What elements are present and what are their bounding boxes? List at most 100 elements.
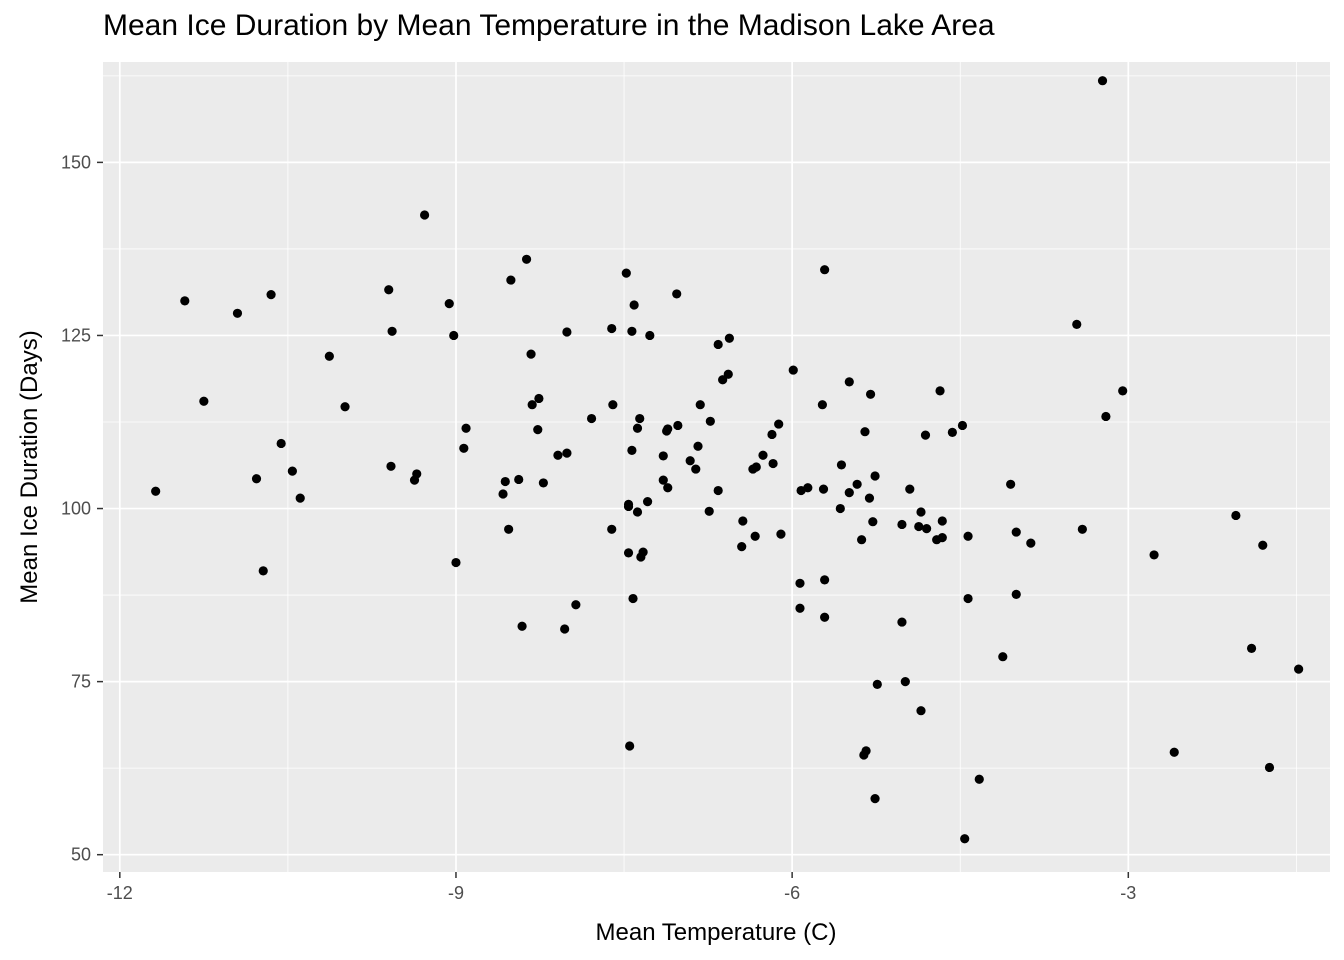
data-point <box>608 400 618 410</box>
data-point <box>803 483 813 493</box>
y-tick-label: 125 <box>61 325 91 345</box>
data-point <box>419 210 430 220</box>
data-point <box>718 375 728 385</box>
data-point <box>1246 643 1257 653</box>
data-point <box>632 507 643 517</box>
data-point <box>459 443 469 453</box>
data-point <box>691 464 701 474</box>
data-point <box>947 427 957 437</box>
data-point <box>860 427 870 437</box>
data-point <box>1101 411 1111 422</box>
data-point <box>623 501 634 512</box>
data-point <box>386 461 396 471</box>
data-point <box>998 652 1008 662</box>
data-point <box>820 265 830 275</box>
data-point <box>461 423 471 433</box>
data-point <box>861 746 871 756</box>
data-point <box>963 531 973 541</box>
data-point <box>1026 538 1036 548</box>
data-point <box>897 617 907 627</box>
data-point <box>517 621 527 631</box>
data-point <box>900 677 910 687</box>
data-point <box>586 413 597 424</box>
data-point <box>635 413 645 424</box>
x-axis-title: Mean Temperature (C) <box>596 919 837 946</box>
data-point <box>642 497 653 507</box>
data-point <box>957 420 968 431</box>
x-tick-label: -6 <box>784 883 800 903</box>
data-point <box>818 484 829 494</box>
data-point <box>627 326 637 336</box>
y-tick-label: 150 <box>61 152 91 172</box>
data-point <box>795 578 805 588</box>
data-point <box>713 485 723 496</box>
data-point <box>737 542 747 552</box>
data-point <box>844 488 854 498</box>
data-point <box>920 430 931 440</box>
data-point <box>963 593 973 604</box>
data-point <box>663 424 673 434</box>
data-point <box>1231 510 1241 521</box>
data-point <box>553 450 563 460</box>
data-point <box>974 774 984 784</box>
data-point <box>750 531 760 541</box>
y-tick-label: 75 <box>71 672 91 692</box>
data-point <box>504 524 514 534</box>
data-point <box>498 489 508 499</box>
data-point <box>180 296 190 306</box>
grid-lines <box>103 62 1330 872</box>
data-point <box>820 612 830 622</box>
data-point <box>916 507 926 517</box>
data-point <box>835 503 845 514</box>
chart-title: Mean Ice Duration by Mean Temperature in… <box>103 9 995 42</box>
data-point <box>527 400 537 410</box>
data-point <box>663 483 673 493</box>
data-point <box>864 493 875 503</box>
data-point <box>768 458 778 469</box>
data-point <box>852 479 862 489</box>
data-point <box>916 706 926 716</box>
data-point <box>872 679 882 689</box>
data-point <box>693 441 703 451</box>
data-point <box>623 548 634 558</box>
data-point <box>960 834 970 844</box>
data-point <box>870 471 880 481</box>
data-point <box>251 474 262 484</box>
data-point <box>632 423 643 433</box>
data-point <box>538 478 548 488</box>
data-point <box>607 524 617 534</box>
axes: -12 -9 -6 -3 50 75 100 125 150 <box>61 152 1136 903</box>
data-point <box>905 484 915 494</box>
data-point <box>387 326 397 336</box>
data-point <box>526 349 536 359</box>
data-point <box>658 451 668 461</box>
data-point <box>836 460 847 470</box>
data-point <box>276 438 286 449</box>
data-point <box>658 475 668 485</box>
data-points <box>151 76 1304 844</box>
data-point <box>817 400 827 410</box>
x-tick-label: -9 <box>448 883 464 903</box>
data-point <box>560 624 570 634</box>
data-point <box>384 285 394 295</box>
data-point <box>1169 747 1179 757</box>
data-point <box>672 289 682 299</box>
data-point <box>795 603 805 613</box>
y-tick-label: 100 <box>61 499 91 519</box>
x-tick-label: -3 <box>1120 883 1136 903</box>
data-point <box>870 794 880 804</box>
data-point <box>1097 76 1108 86</box>
data-point <box>562 327 572 337</box>
data-point <box>258 566 268 576</box>
data-point <box>295 493 305 503</box>
data-point <box>638 547 648 557</box>
data-point <box>1294 664 1304 674</box>
data-point <box>607 323 617 334</box>
plot-panel <box>103 62 1330 872</box>
data-point <box>232 308 243 318</box>
data-point <box>533 425 543 435</box>
data-point <box>685 456 695 466</box>
data-point <box>451 557 461 568</box>
data-point <box>1118 386 1128 396</box>
data-point <box>738 516 748 526</box>
